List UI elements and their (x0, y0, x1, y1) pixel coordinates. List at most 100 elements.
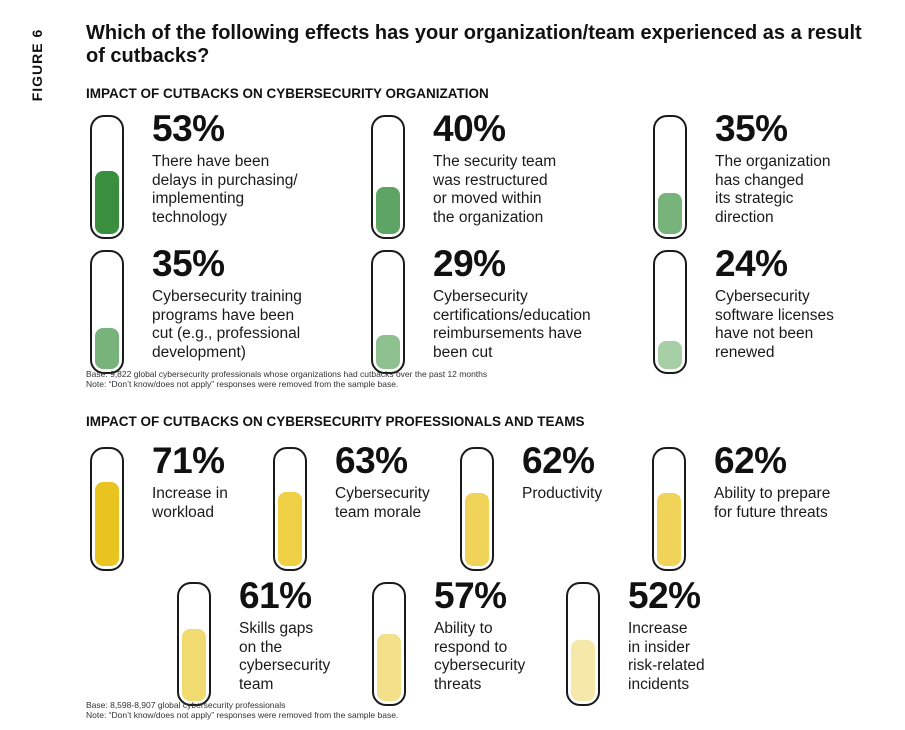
effect-description-line: team (239, 675, 274, 693)
effect-description-line: programs have been (152, 306, 295, 324)
percentage-tube (273, 447, 307, 571)
effect-description-line: was restructured (433, 171, 548, 189)
survey-question: Which of the following effects has your … (86, 22, 862, 67)
percentage-value: 29% (433, 243, 506, 284)
percentage-tube (90, 447, 124, 571)
tube-fill-bar (95, 171, 119, 234)
impact-item: 52% Increase in insider risk-related inciden… (566, 576, 846, 712)
effect-description-line: Productivity (522, 485, 603, 502)
tube-fill-bar (657, 493, 681, 566)
effect-description-line: in insider (628, 638, 691, 656)
organization-base-note: Base: 9,822 global cybersecurity profess… (86, 369, 487, 389)
effect-description-line: software licenses (715, 306, 834, 324)
percentage-tube (566, 582, 600, 706)
percentage-tube (90, 115, 124, 239)
impact-item: 61% Skills gaps on the cybersecurity team (177, 576, 457, 712)
effect-description-line: respond to (434, 638, 508, 656)
percentage-value: 40% (433, 108, 506, 149)
effect-description-line: cut (e.g., professional (152, 325, 301, 342)
percentage-tube (371, 250, 405, 374)
effect-description: The security team was restructured or move… (433, 153, 643, 227)
professionals-base-note: Base: 8,598-8,907 global cybersecurity p… (86, 700, 398, 720)
effect-description: Cybersecurity certifications/education rei… (433, 288, 643, 362)
effect-description-line: has changed (715, 171, 804, 189)
effect-description: Cybersecurity training programs have been… (152, 288, 362, 362)
impact-item: 71% Increase in workload (90, 441, 370, 577)
percentage-tube (371, 115, 405, 239)
percentage-tube (90, 250, 124, 374)
percentage-value: 24% (715, 243, 788, 284)
percentage-value: 35% (715, 108, 788, 149)
percentage-tube (372, 582, 406, 706)
impact-item: 62% Ability to prepare for future threats (652, 441, 905, 577)
effect-description-line: cybersecurity (239, 657, 331, 674)
effect-description-line: its strategic (715, 190, 794, 207)
effect-description-line: been cut (433, 343, 493, 361)
effect-description-line: the organization (433, 208, 544, 226)
tube-fill-bar (95, 328, 119, 369)
effect-description-line: for future threats (714, 503, 828, 521)
effect-description: Ability to respond to cybersecurity threats (434, 620, 644, 694)
effect-description-line: team morale (335, 503, 422, 521)
effect-description-line: technology (152, 208, 227, 226)
effect-description-line: workload (152, 503, 215, 521)
effect-description: Cybersecurity software licenses have not b… (715, 288, 905, 362)
effect-description-line: incidents (628, 675, 690, 693)
impact-item: 57% Ability to respond to cybersecurity thre… (372, 576, 652, 712)
effect-description-line: reimbursements have (433, 325, 583, 342)
effect-description: Skills gaps on the cybersecurity team (239, 620, 449, 694)
effect-description: Increase in insider risk-related incidents (628, 620, 838, 694)
effect-description: Ability to prepare for future threats (714, 485, 905, 522)
effect-description-line: direction (715, 208, 774, 226)
effect-description-line: The organization (715, 153, 831, 170)
effect-description: There have been delays in purchasing/impl… (152, 153, 362, 227)
effect-description-line: Increase (628, 620, 688, 637)
tube-fill-bar (465, 493, 489, 566)
effect-description-line: cybersecurity (434, 657, 526, 674)
effect-description-line: The security team (433, 153, 557, 170)
effect-description-line: development) (152, 343, 246, 361)
tube-fill-bar (278, 492, 302, 566)
effect-description: The organization has changed its strategic… (715, 153, 905, 227)
organization-note-line: Note: “Don’t know/does not apply” respon… (86, 379, 399, 389)
effect-description-line: certifications/education (433, 306, 591, 324)
effect-description-line: renewed (715, 343, 775, 361)
effect-description-line: threats (434, 675, 482, 693)
percentage-value: 62% (522, 440, 595, 481)
tube-fill-bar (377, 634, 401, 701)
percentage-value: 35% (152, 243, 225, 284)
section-title-professionals: IMPACT OF CUTBACKS ON CYBERSECURITY PROF… (86, 414, 585, 429)
effect-description-line: have not been (715, 325, 814, 342)
effect-description: Increase in workload (152, 485, 362, 522)
tube-fill-bar (658, 341, 682, 369)
percentage-tube (653, 250, 687, 374)
percentage-tube (652, 447, 686, 571)
organization-base-line: Base: 9,822 global cybersecurity profess… (86, 369, 488, 379)
tube-fill-bar (658, 193, 682, 234)
effect-description-line: or moved within (433, 190, 542, 207)
effect-description-line: Ability to (434, 620, 493, 637)
figure-label: FIGURE 6 (22, 20, 52, 110)
impact-item: 62% Productivity (460, 441, 740, 577)
effect-description-line: There have been (152, 153, 270, 170)
effect-description-line: Cybersecurity (433, 288, 528, 305)
effect-description-line: Increase in (152, 485, 228, 502)
effect-description-line: Cybersecurity (715, 288, 810, 305)
tube-fill-bar (95, 482, 119, 566)
tube-fill-bar (571, 640, 595, 701)
percentage-tube (460, 447, 494, 571)
effect-description-line: on the (239, 638, 283, 656)
percentage-value: 63% (335, 440, 408, 481)
impact-item: 24% Cybersecurity software licenses have no… (653, 244, 905, 380)
effect-description-line: implementing (152, 190, 245, 207)
effect-description-line: Cybersecurity (335, 485, 430, 502)
impact-item: 29% Cybersecurity certifications/education… (371, 244, 651, 380)
effect-description: Cybersecurity team morale (335, 485, 545, 522)
effect-description-line: risk-related (628, 657, 705, 674)
tube-fill-bar (182, 629, 206, 701)
figure-label-text: FIGURE 6 (29, 28, 45, 102)
impact-item: 40% The security team was restructured or m… (371, 109, 651, 245)
percentage-tube (177, 582, 211, 706)
section-title-organization: IMPACT OF CUTBACKS ON CYBERSECURITY ORGA… (86, 86, 489, 101)
impact-item: 63% Cybersecurity team morale (273, 441, 553, 577)
